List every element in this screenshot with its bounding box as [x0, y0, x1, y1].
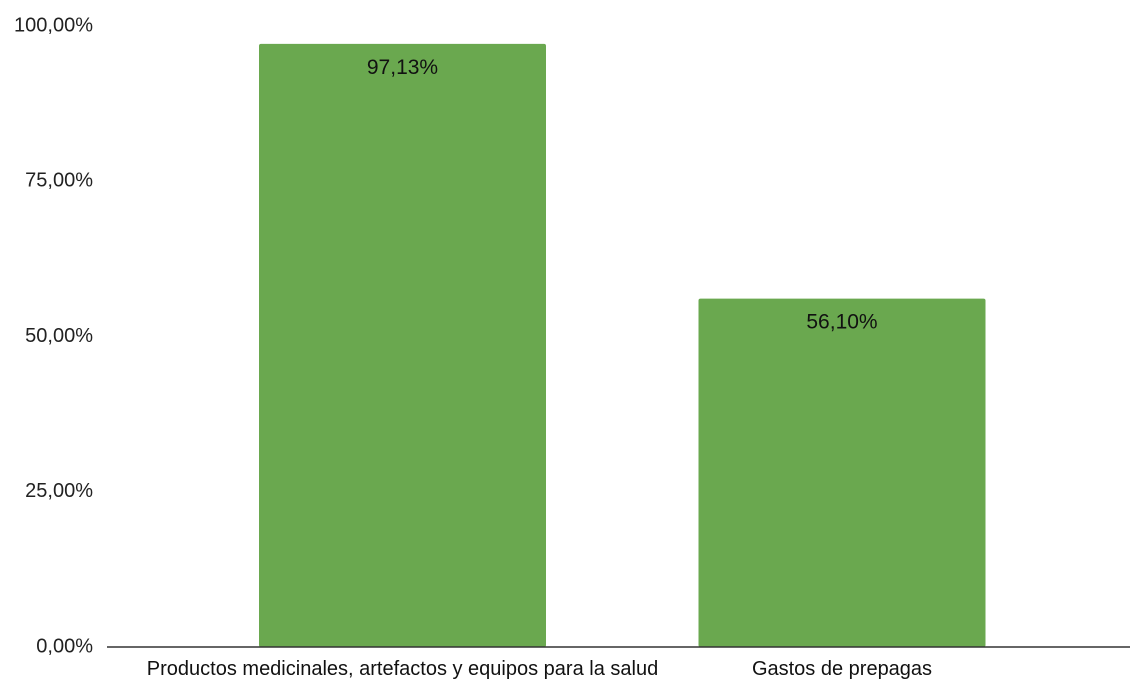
- category-labels-group: Productos medicinales, artefactos y equi…: [147, 658, 932, 680]
- bars-group: [259, 43, 986, 648]
- y-tick-label: 25,00%: [25, 480, 93, 502]
- bar: [698, 298, 986, 647]
- category-label: Gastos de prepagas: [752, 658, 932, 680]
- category-label: Productos medicinales, artefactos y equi…: [147, 658, 658, 680]
- data-label: 56,10%: [806, 311, 877, 334]
- data-label: 97,13%: [367, 56, 438, 79]
- y-tick-label: 100,00%: [14, 14, 93, 36]
- y-tick-label: 0,00%: [36, 635, 93, 657]
- bar: [259, 43, 546, 648]
- y-tick-label: 75,00%: [25, 170, 93, 192]
- y-tick-label: 50,00%: [25, 325, 93, 347]
- data-labels-group: 97,13% 56,10%: [367, 56, 878, 334]
- y-axis-ticks: 0,00% 25,00% 50,00% 75,00% 100,00%: [14, 14, 93, 657]
